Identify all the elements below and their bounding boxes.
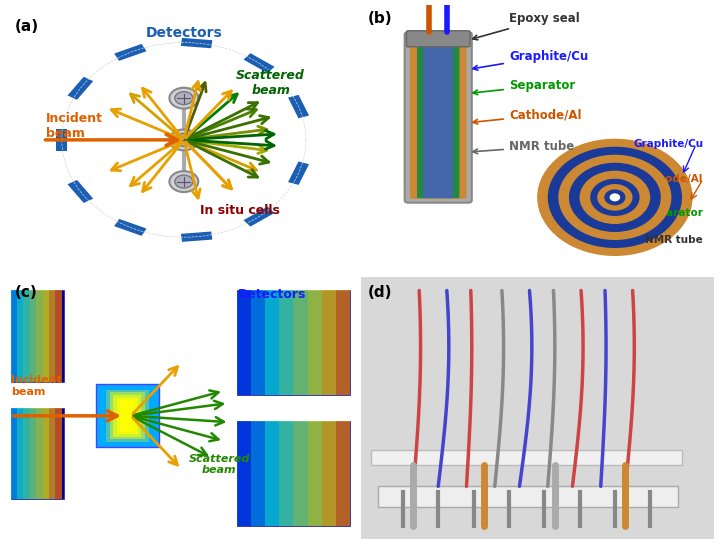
Text: Detectors: Detectors (238, 288, 306, 301)
Bar (322, 421, 336, 526)
Bar (30, 408, 36, 499)
FancyBboxPatch shape (407, 31, 470, 47)
Text: Epoxy seal: Epoxy seal (473, 13, 580, 40)
Circle shape (169, 129, 198, 150)
Bar (49, 408, 56, 499)
Text: (b): (b) (368, 11, 392, 26)
Bar (371, 450, 682, 466)
Circle shape (590, 178, 640, 216)
Text: In situ cells: In situ cells (200, 204, 280, 217)
Bar (24, 408, 30, 499)
FancyBboxPatch shape (417, 36, 459, 198)
FancyBboxPatch shape (410, 36, 466, 199)
FancyBboxPatch shape (423, 36, 453, 198)
Circle shape (597, 184, 632, 211)
Bar (251, 421, 265, 526)
Bar (378, 486, 678, 507)
Bar (110, 392, 145, 440)
Circle shape (611, 194, 619, 201)
Bar (237, 421, 350, 526)
Circle shape (609, 193, 620, 201)
Bar (279, 421, 293, 526)
Circle shape (175, 175, 193, 188)
Bar (11, 408, 63, 499)
Bar (288, 95, 309, 118)
Text: Separator: Separator (473, 79, 575, 95)
Text: Separator: Separator (645, 208, 703, 218)
Bar (17, 290, 24, 382)
Bar (120, 400, 134, 431)
Bar (279, 290, 293, 395)
Text: Incident
beam: Incident beam (11, 375, 61, 397)
Text: Scattered
beam: Scattered beam (236, 69, 305, 96)
Bar (336, 421, 350, 526)
Text: NMR tube: NMR tube (645, 235, 703, 245)
Bar (113, 395, 141, 437)
Bar (181, 232, 213, 242)
Bar (95, 385, 159, 447)
Text: (a): (a) (14, 19, 38, 34)
Text: Scattered
beam: Scattered beam (188, 454, 250, 475)
Bar (237, 290, 350, 395)
Bar (36, 408, 43, 499)
Bar (322, 290, 336, 395)
Bar (106, 390, 149, 442)
Bar (265, 290, 279, 395)
Bar (11, 290, 63, 382)
Bar (244, 207, 275, 226)
Bar (265, 421, 279, 526)
Circle shape (604, 189, 625, 206)
Bar (308, 290, 322, 395)
Bar (181, 38, 213, 48)
Bar (288, 162, 309, 185)
Bar (114, 219, 146, 236)
Bar (43, 290, 49, 382)
Circle shape (175, 133, 193, 146)
Text: (c): (c) (14, 285, 37, 300)
Bar (237, 290, 251, 395)
Text: Cathode/Al: Cathode/Al (639, 174, 703, 184)
Text: Graphite/Cu: Graphite/Cu (633, 139, 703, 149)
Circle shape (580, 171, 650, 224)
Bar (43, 408, 49, 499)
FancyBboxPatch shape (404, 32, 472, 203)
Bar (68, 180, 93, 203)
Bar (56, 408, 61, 499)
Bar (114, 44, 146, 61)
Bar (11, 408, 17, 499)
Circle shape (569, 163, 660, 232)
Bar (56, 129, 68, 151)
Circle shape (169, 171, 198, 192)
Bar (49, 290, 56, 382)
Circle shape (558, 154, 671, 240)
Text: Cathode/Al: Cathode/Al (473, 108, 581, 124)
Circle shape (169, 88, 198, 109)
Circle shape (175, 92, 193, 104)
Bar (251, 290, 265, 395)
Bar (117, 398, 138, 434)
Text: (d): (d) (368, 285, 392, 300)
Bar (293, 421, 308, 526)
Circle shape (548, 147, 682, 248)
Bar (17, 408, 24, 499)
Text: NMR tube: NMR tube (473, 140, 574, 154)
Bar (68, 77, 93, 100)
Circle shape (537, 139, 693, 256)
Bar (336, 290, 350, 395)
Bar (24, 290, 30, 382)
Text: Detectors: Detectors (146, 26, 222, 40)
Bar (11, 290, 17, 382)
Bar (56, 290, 61, 382)
Bar (30, 290, 36, 382)
Bar (293, 290, 308, 395)
Text: Incident
beam: Incident beam (45, 112, 103, 140)
Bar (237, 421, 251, 526)
Bar (244, 53, 275, 73)
Bar (308, 421, 322, 526)
Bar (36, 290, 43, 382)
Text: Graphite/Cu: Graphite/Cu (473, 50, 588, 70)
